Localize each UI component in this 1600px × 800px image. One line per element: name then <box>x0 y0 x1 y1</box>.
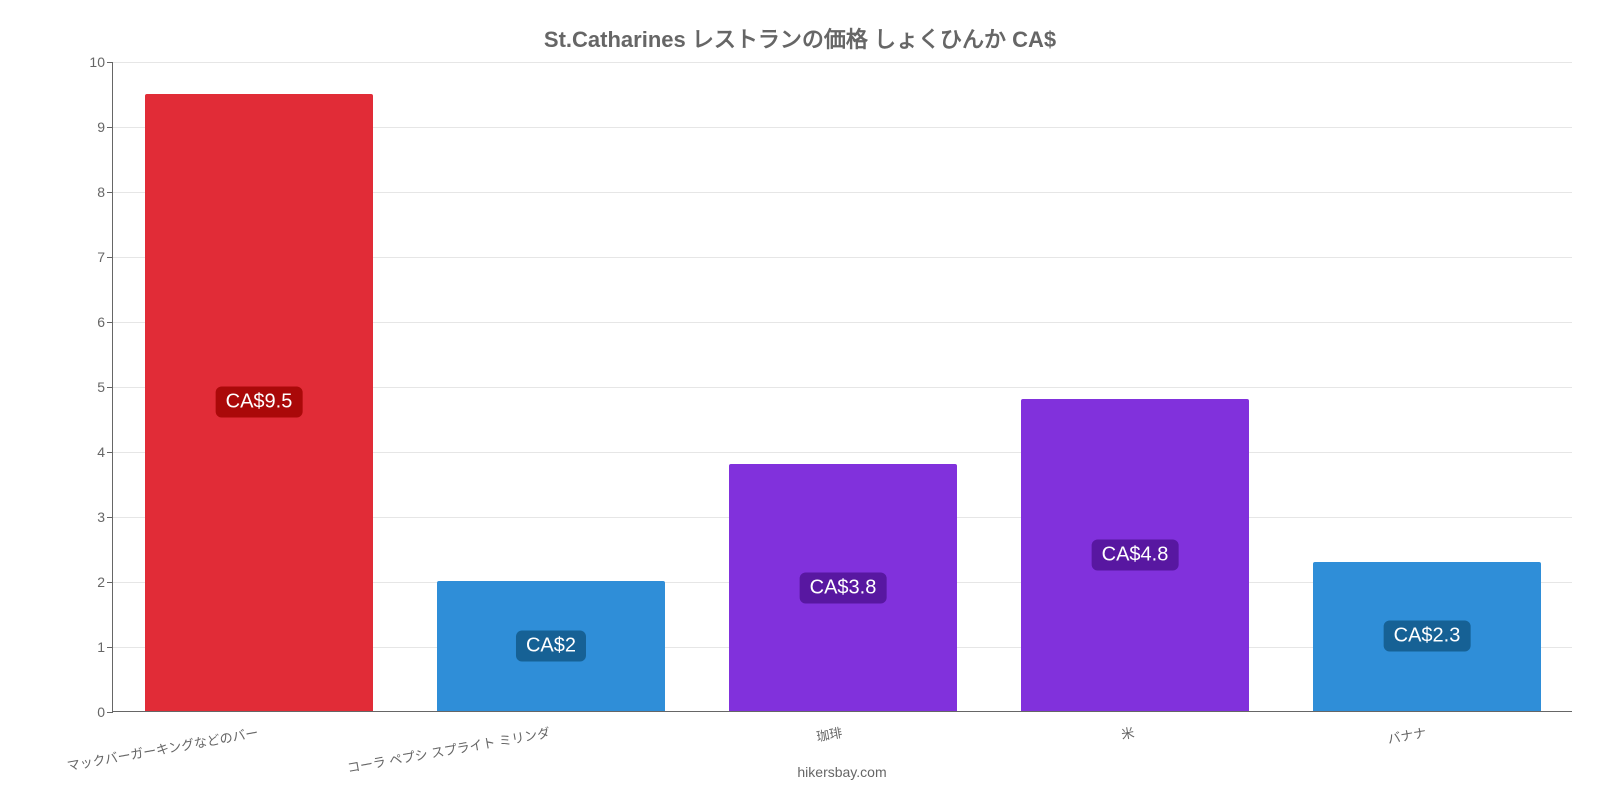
y-tick-mark <box>107 257 113 258</box>
value-badge: CA$3.8 <box>800 572 887 603</box>
bar: CA$2 <box>437 581 665 711</box>
y-tick-mark <box>107 387 113 388</box>
y-tick-mark <box>107 192 113 193</box>
price-bar-chart: St.Catharines レストランの価格 しょくひんか CA$ 012345… <box>0 0 1600 800</box>
bar: CA$2.3 <box>1313 562 1541 712</box>
y-tick-mark <box>107 517 113 518</box>
y-tick-mark <box>107 582 113 583</box>
y-tick-mark <box>107 322 113 323</box>
value-badge: CA$2 <box>516 631 586 662</box>
gridline <box>113 62 1572 63</box>
x-tick-label: バナナ <box>1386 722 1428 747</box>
bar: CA$4.8 <box>1021 399 1249 711</box>
value-badge: CA$9.5 <box>216 387 303 418</box>
bar: CA$9.5 <box>145 94 373 712</box>
value-badge: CA$4.8 <box>1092 540 1179 571</box>
y-tick-mark <box>107 127 113 128</box>
y-tick-mark <box>107 647 113 648</box>
y-tick-mark <box>107 712 113 713</box>
plot-area: 012345678910CA$9.5マックバーガーキングなどのバーCA$2コーラ… <box>112 62 1572 712</box>
x-tick-label: 米 <box>1120 722 1136 743</box>
chart-title: St.Catharines レストランの価格 しょくひんか CA$ <box>0 22 1600 54</box>
x-tick-label: 珈琲 <box>815 722 844 745</box>
value-badge: CA$2.3 <box>1384 621 1471 652</box>
attribution: hikersbay.com <box>112 764 1572 780</box>
bar: CA$3.8 <box>729 464 957 711</box>
y-tick-mark <box>107 62 113 63</box>
y-tick-mark <box>107 452 113 453</box>
